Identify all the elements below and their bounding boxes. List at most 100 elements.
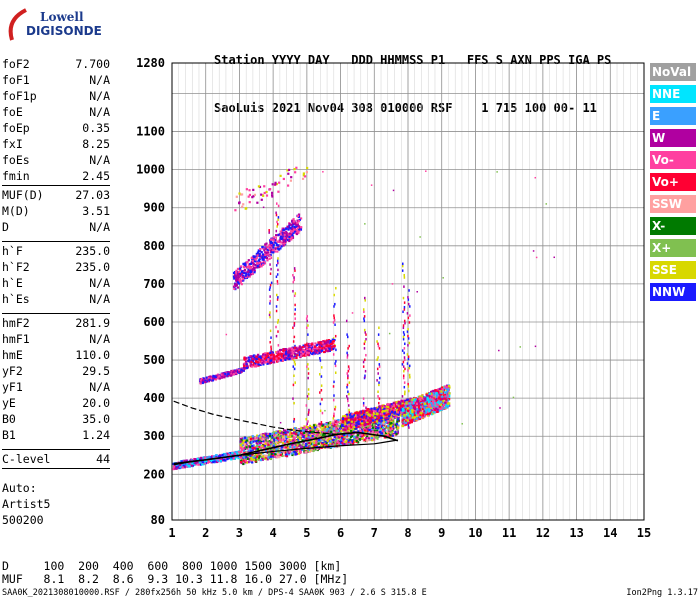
- echo-point: [268, 288, 271, 291]
- echo-point: [307, 392, 310, 396]
- echo-point: [383, 413, 387, 416]
- echo-point: [271, 432, 274, 435]
- echo-point: [348, 420, 352, 423]
- echo-point: [269, 302, 271, 305]
- echo-point: [364, 374, 366, 378]
- echo-point: [373, 410, 376, 413]
- echo-point: [350, 422, 353, 425]
- echo-point: [277, 296, 279, 299]
- echo-point: [371, 428, 374, 431]
- echo-point: [319, 391, 321, 394]
- echo-point: [292, 273, 294, 277]
- x-tick-label: 3: [236, 526, 243, 540]
- echo-point: [376, 340, 378, 343]
- param-row: foEp 0.35: [2, 120, 110, 136]
- echo-point: [329, 442, 332, 445]
- echo-point: [428, 403, 431, 406]
- echo-point: [386, 419, 389, 422]
- echo-point: [326, 439, 329, 442]
- echo-point: [435, 392, 438, 395]
- echo-point: [208, 455, 211, 458]
- echo-point: [363, 315, 366, 318]
- echo-point: [390, 419, 393, 422]
- echo-point: [407, 355, 410, 358]
- echo-point: [289, 450, 292, 453]
- echo-point: [286, 440, 289, 443]
- echo-point: [185, 459, 188, 462]
- echo-point: [269, 432, 272, 436]
- echo-point: [378, 383, 380, 387]
- echo-point: [403, 305, 406, 309]
- echo-point: [336, 436, 339, 439]
- echo-point: [378, 381, 380, 384]
- echo-point: [401, 424, 404, 427]
- echo-point: [334, 334, 337, 338]
- echo-point: [270, 345, 272, 349]
- echo-point: [364, 430, 367, 433]
- param-row: h`F2 235.0: [2, 259, 110, 275]
- echo-point: [429, 405, 433, 408]
- param-row: foF1p N/A: [2, 88, 110, 104]
- echo-point: [267, 452, 271, 455]
- echo-point: [293, 335, 296, 339]
- echo-point: [384, 415, 387, 418]
- echo-point: [378, 326, 380, 330]
- echo-point: [293, 450, 296, 454]
- echo-point: [370, 413, 374, 417]
- param-name: fmin: [2, 169, 30, 183]
- echo-point: [275, 305, 278, 308]
- echo-point: [341, 435, 344, 438]
- echo-point: [293, 417, 296, 421]
- echo-point: [294, 303, 296, 307]
- echo-point: [422, 413, 425, 416]
- echo-point: [301, 448, 304, 451]
- echo-point: [340, 440, 343, 443]
- echo-point: [277, 318, 280, 322]
- echo-point: [306, 433, 309, 436]
- echo-point: [305, 426, 309, 429]
- echo-point: [436, 389, 439, 392]
- echo-point: [333, 314, 335, 317]
- echo-point: [415, 417, 418, 421]
- echo-point: [276, 298, 279, 301]
- echo-point: [333, 318, 336, 322]
- echo-point: [198, 461, 201, 464]
- echo-point: [333, 293, 335, 297]
- echo-point: [383, 436, 386, 439]
- echo-point: [340, 438, 343, 442]
- echo-point: [328, 439, 331, 442]
- echo-point: [371, 439, 374, 442]
- echo-point: [174, 467, 177, 470]
- echo-point: [411, 414, 414, 417]
- x-tick-label: 4: [270, 526, 277, 540]
- echo-point: [251, 436, 254, 439]
- echo-point: [343, 414, 347, 418]
- echo-point: [300, 432, 304, 435]
- echo-point: [215, 454, 218, 457]
- version-footer: Ion2Png 1.3.17: [626, 588, 698, 598]
- echo-point: [376, 426, 379, 429]
- echo-point: [177, 465, 180, 469]
- echo-point: [377, 344, 380, 348]
- echo-point: [266, 451, 269, 455]
- echo-point: [334, 302, 336, 306]
- echo-point: [282, 438, 285, 441]
- echo-point: [319, 372, 321, 376]
- echo-point: [364, 426, 368, 429]
- echo-point: [277, 257, 279, 260]
- echo-point: [268, 449, 271, 452]
- echo-point: [341, 437, 344, 440]
- echo-point: [215, 460, 218, 464]
- echo-point: [333, 341, 335, 345]
- x-tick-label: 6: [337, 526, 344, 540]
- echo-point: [315, 430, 318, 433]
- echo-point: [410, 398, 413, 401]
- echo-point: [359, 430, 362, 433]
- echo-point: [435, 393, 439, 396]
- echo-point: [285, 450, 288, 454]
- echo-point: [243, 442, 247, 445]
- echo-point: [392, 421, 395, 424]
- echo-point: [312, 441, 315, 444]
- echo-point: [307, 413, 310, 416]
- echo-point: [297, 431, 300, 435]
